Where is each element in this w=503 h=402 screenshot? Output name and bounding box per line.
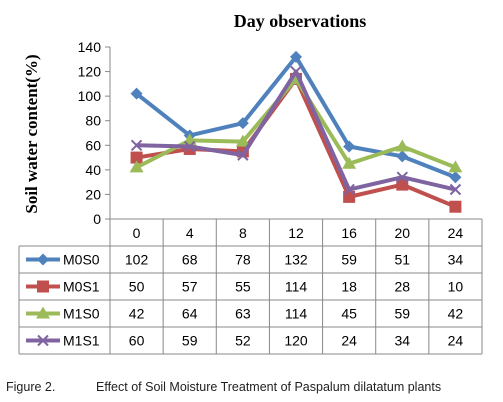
legend-label: M0S0 [63,252,100,268]
data-table-cell: 50 [129,279,145,295]
data-point [290,50,302,63]
x-marker-stroke [37,334,49,347]
data-point [449,171,462,184]
series-m1s0 [129,71,463,173]
x-tick-label: 8 [239,225,247,241]
data-point [129,160,144,173]
data-point [36,306,50,319]
series-m1s1 [130,65,462,196]
data-table-cell: 55 [235,279,251,295]
legend-key-m1s1 [26,334,60,347]
data-table-cell: 59 [182,333,198,349]
legend-key-m0s1 [26,280,60,293]
data-table-cell: 42 [448,306,464,322]
series-m0s1 [130,72,462,213]
data-point [130,139,143,151]
data-point [396,171,408,183]
data-table-cell: 52 [235,333,251,349]
data-point [448,160,463,173]
data-point [130,87,143,100]
legend-key-m1s0 [26,306,60,319]
data-point [37,253,49,266]
x-marker-stroke [237,149,249,161]
x-tick-label: 20 [394,225,410,241]
x-tick-label: 24 [448,225,464,241]
data-table-cell: 28 [394,279,410,295]
legend-key-m0s0 [26,253,60,266]
y-tick-label: 40 [85,162,101,178]
data-table-cell: 114 [285,306,308,322]
figure-caption: Figure 2. Effect of Soil Moisture Treatme… [6,380,501,394]
chart-title: Day observations [234,11,367,31]
data-point [237,149,249,161]
data-table-cell: 68 [182,252,198,268]
data-point [343,140,356,153]
x-tick-label: 16 [341,225,357,241]
data-point [184,140,196,153]
data-table-cell: 132 [284,252,308,268]
data-table-cell: 18 [341,279,357,295]
data-table-cell: 34 [448,252,464,268]
y-tick-label: 100 [78,88,102,104]
data-table-cell: 51 [394,252,410,268]
data-point [290,65,302,78]
data-table-cell: 60 [129,333,145,349]
y-tick-label: 20 [85,186,101,202]
x-tick-label: 12 [288,225,304,241]
y-tick-label: 60 [85,137,101,153]
data-table-cell: 34 [394,333,410,349]
x-tick-label: 0 [133,225,141,241]
data-point [236,117,249,130]
x-marker-stroke [449,183,462,196]
data-point [396,150,409,163]
y-tick-label: 0 [93,211,101,227]
y-tick-label: 80 [85,113,101,129]
data-point [342,156,357,169]
line-chart: Day observations Soil water content(%) 0… [18,11,483,355]
x-marker-stroke [184,140,196,153]
x-marker-stroke [290,65,302,78]
data-table-cell: 59 [341,252,357,268]
legend-label: M1S1 [63,333,100,349]
legend-label: M1S0 [63,306,100,322]
data-table-cell: 45 [341,306,357,322]
legend-label: M0S1 [63,279,100,295]
data-table-cell: 10 [448,279,464,295]
data-point [395,139,410,152]
data-point [235,134,250,147]
x-marker-stroke [130,139,143,151]
data-point [37,334,49,347]
data-table-cell: 59 [394,306,410,322]
data-table-cell: 64 [182,306,198,322]
data-table-cell: 57 [182,279,198,295]
data-table-cell: 120 [284,333,308,349]
data-point [343,183,355,196]
data-table-cell: 24 [341,333,357,349]
y-axis-label: Soil water content(%) [22,54,41,213]
data-table-cell: 42 [129,306,145,322]
y-tick-label: 140 [78,39,102,55]
data-table-cell: 63 [235,306,251,322]
data-point [449,200,462,213]
data-point [449,183,462,196]
data-point [37,280,49,293]
data-table-cell: 114 [285,279,308,295]
data-table-cell: 102 [125,252,149,268]
data-point [130,151,143,164]
figure-number: Figure 2. [6,380,56,394]
x-marker-stroke [396,171,408,183]
data-table-cell: 24 [448,333,464,349]
y-tick-label: 120 [78,64,102,80]
figure-caption-text: Effect of Soil Moisture Treatment of Pas… [96,380,442,394]
data-table-cell: 78 [235,252,251,268]
x-marker-stroke [343,183,355,196]
x-tick-label: 4 [186,225,194,241]
